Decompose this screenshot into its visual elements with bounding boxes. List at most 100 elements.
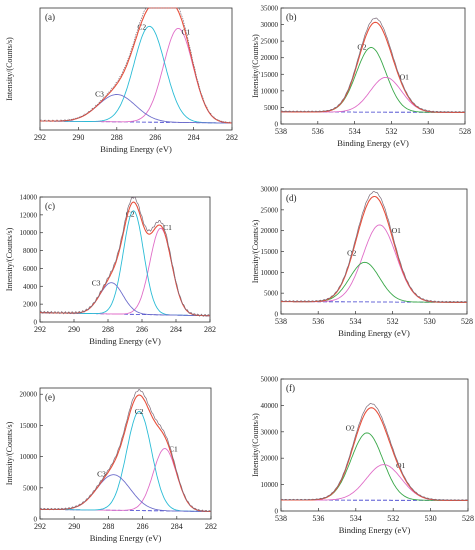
x-axis-title: Binding Energy (eV) [90,533,162,543]
y-tick-label: 25000 [261,38,279,46]
plot-frame [280,7,466,125]
x-tick-label: 534 [350,514,362,523]
component-label-C1: C1 [169,445,178,454]
plot-frame [39,387,212,520]
plot-frame [39,196,211,323]
x-tick-label: 530 [425,514,437,523]
component-label-O2: O2 [346,423,355,432]
x-axis-title: Binding Energy (eV) [338,328,410,338]
y-axis-title: Intensity/(Counts/s) [5,227,14,291]
component-O1 [281,224,467,303]
x-tick-label: 528 [461,317,473,326]
x-tick-label: 536 [312,127,324,136]
y-tick-label: 5000 [264,290,279,298]
component-label-O1: O1 [396,461,405,470]
x-tick-label: 286 [136,325,148,334]
y-tick-label: 5000 [23,484,38,492]
y-tick-label: 0 [275,311,279,319]
x-axis-title: Binding Energy (eV) [339,525,411,535]
raw-spectrum [280,191,468,303]
y-tick-label: 15000 [261,71,279,79]
envelope-line [281,195,467,303]
component-O1 [281,76,465,113]
component-O2 [281,47,465,113]
envelope-line [40,394,211,513]
panel-b: 538 536 534 532 530 528 0 5000 10000 15000 20000 25… [251,5,471,149]
y-tick-label: 25000 [261,206,279,214]
y-tick-label: 35000 [261,5,279,13]
x-tick-label: 528 [462,514,474,523]
component-O2 [281,261,467,303]
x-tick-label: 282 [204,325,216,334]
x-axis-title: Binding Energy (eV) [89,336,161,346]
plot-frame [39,7,233,131]
x-tick-label: 290 [68,325,80,334]
x-tick-label: 284 [170,325,182,334]
x-tick-label: 530 [422,127,434,136]
raw-spectrum [280,403,469,501]
y-tick-label: 10000 [261,87,279,95]
component-label-C1: C1 [163,223,172,232]
x-tick-label: 536 [312,514,324,523]
y-tick-label: 10000 [20,229,38,237]
x-tick-label: 534 [349,127,361,136]
x-tick-label: 532 [387,317,399,326]
component-C2 [40,25,232,124]
y-tick-label: 40000 [261,402,279,410]
x-tick-label: 292 [34,133,46,142]
plot-frame [280,188,468,315]
component-C3 [40,474,211,512]
y-tick-label: 10000 [261,269,279,277]
panel-label: (e) [45,392,55,402]
component-label-C3: C3 [95,89,104,98]
raw-spectrum [39,7,233,124]
panel-c: 292 290 288 286 284 282 0 2000 4000 6000 8000 10000… [5,194,216,347]
component-C1 [40,27,232,124]
x-tick-label: 292 [34,325,46,334]
y-tick-label: 0 [275,508,279,516]
component-label-C1: C1 [182,28,191,37]
y-tick-label: 10000 [261,481,279,489]
x-tick-label: 286 [137,522,149,531]
y-tick-label: 12000 [20,211,38,219]
component-label-C3: C3 [97,470,106,479]
panel-e: 292 290 288 286 284 282 0 5000 10000 15000 20000 Bi… [5,387,217,543]
y-tick-label: 20000 [261,54,279,62]
y-tick-label: 10000 [20,453,38,461]
x-tick-label: 284 [188,133,200,142]
panel-a: 292 290 288 286 284 282 Binding Energy (eV) Int… [5,7,238,154]
component-label-C3: C3 [92,278,101,287]
component-label-O1: O1 [400,72,409,81]
component-O1 [281,464,468,501]
x-tick-label: 534 [349,317,361,326]
y-axis-title: Intensity/(Counts/s) [5,421,14,485]
x-tick-label: 538 [275,317,287,326]
panel-label: (a) [45,12,55,22]
x-tick-label: 284 [171,522,183,531]
y-tick-label: 0 [275,121,279,129]
x-tick-label: 528 [459,127,471,136]
x-tick-label: 530 [424,317,436,326]
y-axis-title: Intensity/(Counts/s) [251,219,260,283]
y-tick-label: 30000 [261,428,279,436]
x-tick-label: 288 [102,325,114,334]
envelope-line [281,407,468,501]
y-tick-label: 8000 [23,247,38,255]
panel-label: (b) [286,12,297,22]
panel-label: (c) [45,201,55,211]
y-tick-label: 20000 [261,227,279,235]
y-tick-label: 20000 [20,391,38,399]
x-tick-label: 536 [312,317,324,326]
envelope-line [281,21,465,113]
x-tick-label: 532 [385,127,397,136]
raw-spectrum [280,17,466,113]
y-tick-label: 14000 [20,194,38,202]
y-tick-label: 50000 [261,376,279,384]
x-tick-label: 292 [34,522,46,531]
raw-spectrum [39,389,212,513]
panel-label: (d) [286,193,297,203]
component-C3 [40,282,211,317]
y-tick-label: 15000 [261,248,279,256]
y-tick-label: 5000 [264,104,279,112]
